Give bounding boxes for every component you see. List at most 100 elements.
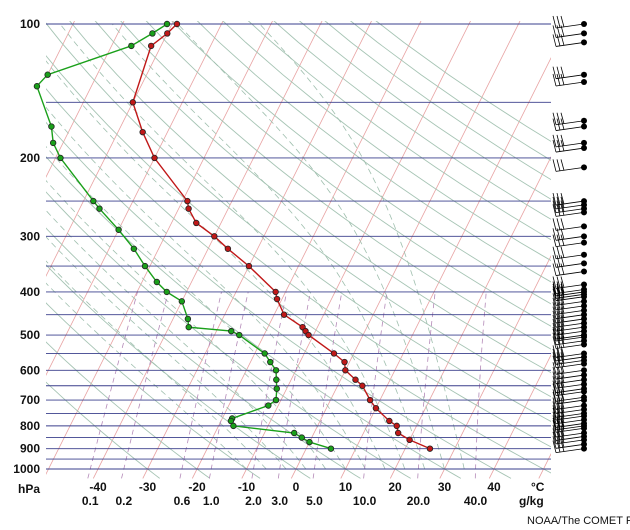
wind-barb-flag: [552, 420, 557, 433]
wind-barb-flag: [552, 352, 557, 365]
wind-barb-staff: [555, 396, 585, 402]
wind-barb-flag: [552, 246, 557, 259]
isotherm-line: [46, 21, 273, 475]
wind-barb-flag: [552, 401, 557, 414]
wind-barb-flag: [552, 383, 557, 396]
wind-barb-flag: [552, 407, 557, 421]
dewpoint-data-point: [184, 315, 192, 323]
wind-barb-flag: [560, 440, 565, 452]
moist-adiabat-line: [46, 146, 346, 470]
temperature-tick-label: -30: [139, 480, 157, 494]
wind-barb-flag: [560, 411, 565, 423]
wind-barb-flag: [556, 431, 561, 444]
mixing-ratio-tick-label: 10.0: [353, 494, 377, 508]
isotherm-line: [46, 21, 174, 277]
wind-barb-flag: [556, 391, 561, 404]
wind-barb-staff: [555, 448, 585, 454]
temperature-data-point: [372, 404, 380, 412]
wind-barb-flag: [560, 407, 565, 420]
wind-barb-flag: [552, 415, 557, 428]
wind-barb: [552, 255, 587, 268]
mixing-ratio-line: [179, 291, 222, 479]
wind-barb-flag: [552, 376, 557, 389]
wind-barb-flag: [552, 283, 557, 297]
wind-barb-staff: [555, 235, 585, 241]
temperature-tick-label: 30: [438, 480, 452, 494]
temperature-data-point: [280, 311, 288, 318]
wind-barb-flag: [552, 159, 557, 172]
wind-barb-staff: [555, 296, 585, 302]
wind-barb-flag: [552, 348, 557, 362]
wind-barb-staff: [555, 405, 585, 410]
wind-barb: [552, 118, 587, 131]
temperature-tick-label: 40: [487, 480, 501, 494]
wind-barb-staff: [555, 293, 585, 299]
wind-barb: [552, 139, 587, 153]
wind-barb-flag: [560, 362, 565, 374]
wind-barb-flag: [560, 293, 565, 305]
wind-barb-staff: [555, 242, 585, 248]
dry-adiabat-line: [46, 381, 160, 479]
thermodynamic-background: [46, 21, 551, 479]
wind-barb-flag: [552, 405, 557, 418]
wind-barb-staff: [555, 314, 585, 320]
wind-barb-flag: [560, 397, 565, 409]
wind-barb-staff: [555, 126, 585, 131]
wind-barb-flag: [560, 288, 565, 300]
wind-barb-flag: [560, 319, 565, 331]
dewpoint-data-point: [273, 376, 280, 383]
moist-adiabat-line: [59, 23, 406, 470]
wind-barb-staff: [555, 432, 585, 438]
wind-barb-flag: [552, 66, 557, 79]
wind-barb-flag: [552, 288, 557, 301]
temperature-data-point: [211, 233, 218, 240]
wind-barb-flag: [560, 283, 565, 296]
wind-barb-flag: [560, 332, 565, 344]
wind-barb-staff: [555, 344, 585, 349]
isotherm-line: [92, 21, 323, 479]
wind-barb: [552, 112, 587, 126]
wind-barb-flag: [552, 15, 557, 29]
wind-barb-staff: [555, 439, 585, 445]
mixing-ratio-line: [209, 291, 249, 479]
dry-adiabat-line: [46, 156, 462, 479]
wind-barb-flag: [556, 112, 561, 125]
mixing-ratio-line: [121, 291, 169, 479]
wind-barb-flag: [552, 371, 557, 384]
temperature-data-point: [366, 396, 374, 404]
moist-adiabat-line: [259, 23, 465, 470]
dry-adiabat-line: [298, 21, 551, 200]
temperature-data-point: [386, 417, 393, 425]
dewpoint-data-point: [49, 139, 57, 147]
wind-barb-flag: [552, 440, 557, 453]
wind-barb-staff: [555, 363, 585, 369]
dewpoint-data-point: [48, 123, 55, 130]
wind-barb-staff: [555, 289, 585, 294]
mixing-ratio-tick-label: 0.2: [115, 494, 132, 508]
wind-barb-staff: [555, 388, 585, 394]
wind-barb-flag: [552, 276, 557, 289]
wind-barb-flag: [552, 389, 557, 402]
dewpoint-data-point: [90, 197, 97, 205]
wind-barb-flag: [556, 319, 561, 331]
wind-barb-flag: [552, 428, 557, 441]
temperature-data-point: [342, 367, 349, 374]
wind-barb-flag: [552, 73, 557, 87]
dewpoint-data-point: [306, 438, 313, 446]
temperature-data-point: [341, 358, 348, 366]
pressure-tick-label: 400: [20, 285, 40, 299]
wind-barb-flag: [552, 34, 557, 47]
wind-barb-flag: [556, 397, 561, 410]
wind-barb-flag: [556, 420, 561, 432]
wind-barb-flag: [556, 286, 561, 298]
wind-barb: [552, 371, 587, 385]
wind-barb: [552, 297, 587, 311]
wind-barb-staff: [555, 208, 585, 214]
wind-barb-flag: [552, 436, 557, 449]
wind-barb-flag: [552, 380, 557, 393]
mixing-ratio-line: [277, 291, 311, 479]
wind-barb: [552, 302, 587, 315]
wind-barb: [552, 383, 587, 396]
wind-barb-staff: [555, 74, 585, 80]
wind-barb-flag: [556, 380, 561, 393]
